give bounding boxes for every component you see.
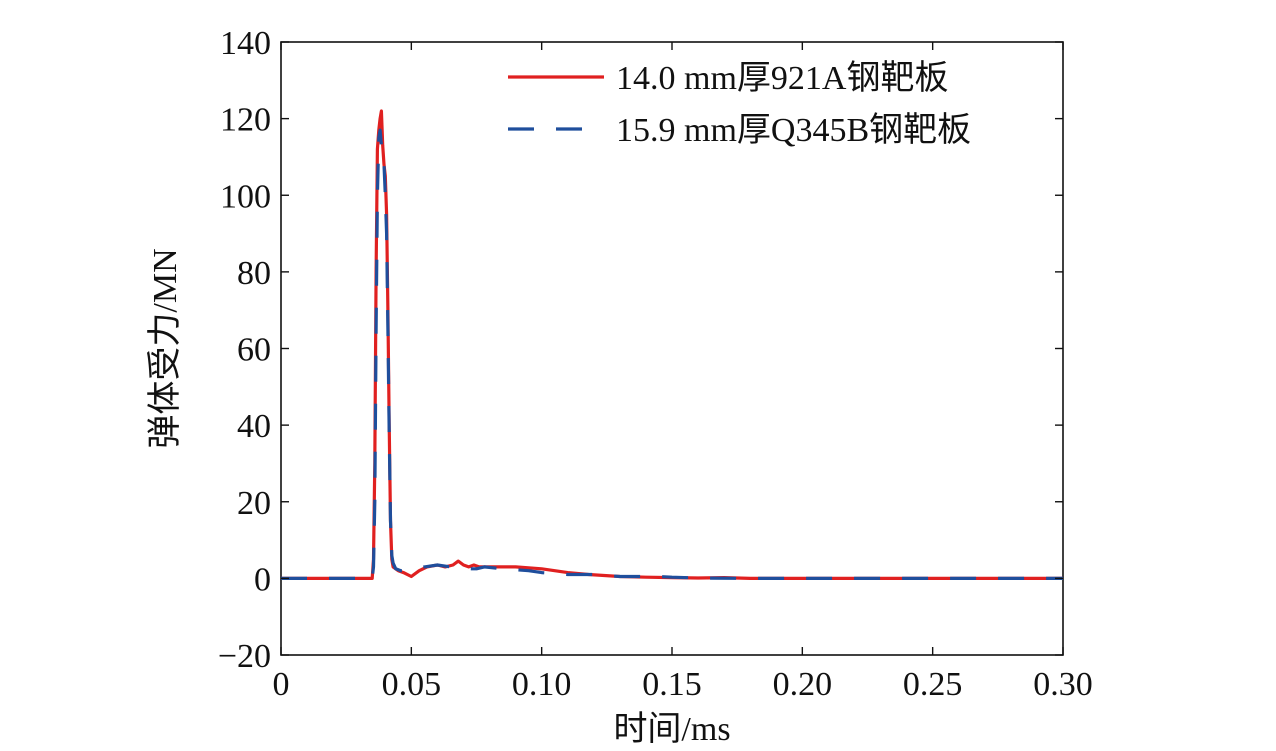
legend-label-1: 14.0 mm厚921A钢靶板	[616, 59, 948, 97]
x-tick-label: 0	[273, 666, 290, 703]
axis-labels: 时间/ms 弹体受力/MN	[146, 248, 731, 748]
y-tick-label: 100	[220, 178, 271, 215]
x-tick-label: 0.25	[903, 666, 963, 703]
y-tick-label: 140	[220, 25, 271, 62]
y-tick-label: 80	[237, 255, 271, 292]
y-tick-label: 40	[237, 408, 271, 445]
y-tick-label: 60	[237, 332, 271, 369]
y-axis-label: 弹体受力/MN	[146, 248, 184, 448]
y-tick-label: 20	[237, 485, 271, 522]
series-line-2	[281, 128, 1063, 581]
series-line-1	[281, 109, 1063, 581]
y-tick-label: −20	[218, 638, 271, 675]
y-tick-label: 0	[254, 561, 271, 598]
x-tick-label: 0.30	[1033, 666, 1093, 703]
axis-ticks: 0 0.05 0.10 0.15 0.20 0.25 0.30−20020406080100…	[218, 25, 1093, 703]
x-tick-label: 0.05	[382, 666, 442, 703]
x-tick-label: 0.15	[642, 666, 702, 703]
legend: 14.0 mm厚921A钢靶板 15.9 mm厚Q345B钢靶板	[508, 59, 971, 149]
x-tick-label: 0.20	[773, 666, 833, 703]
x-tick-label: 0.10	[512, 666, 572, 703]
x-axis-label: 时间/ms	[613, 711, 730, 748]
y-tick-label: 120	[220, 102, 271, 139]
legend-label-2: 15.9 mm厚Q345B钢靶板	[616, 111, 971, 149]
